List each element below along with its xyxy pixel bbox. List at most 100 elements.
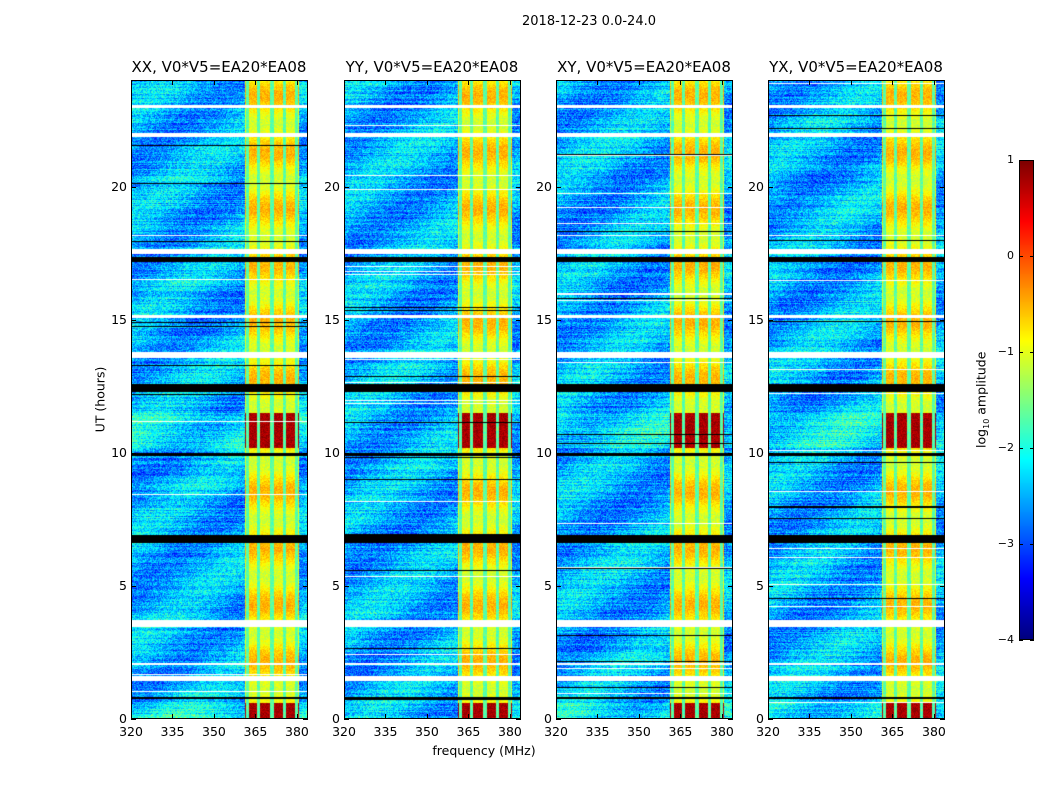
colorbar-tick-label: −1 (997, 345, 1014, 358)
y-tick-mark (516, 186, 521, 188)
y-tick-mark (728, 186, 733, 188)
x-tick-label: 350 (839, 724, 863, 739)
x-tick-mark (426, 714, 428, 719)
y-tick-mark (303, 719, 308, 720)
y-tick-mark (516, 452, 521, 454)
y-tick-mark (940, 319, 945, 321)
x-tick-mark (680, 80, 682, 85)
x-tick-mark (468, 714, 470, 719)
spectrogram-image (557, 81, 732, 718)
x-tick-mark (213, 80, 215, 85)
colorbar-label: log10 amplitude (973, 351, 991, 448)
y-tick-mark (303, 452, 308, 454)
x-tick-mark (296, 80, 298, 85)
y-tick-mark (303, 319, 308, 321)
x-tick-label: 320 (544, 724, 568, 739)
x-tick-label: 365 (456, 724, 481, 739)
panel-title: XX, V0*V5=EA20*EA08 (131, 58, 307, 76)
x-tick-mark (426, 80, 428, 85)
y-tick-mark (728, 719, 733, 720)
x-tick-mark (296, 714, 298, 719)
panel-title: XY, V0*V5=EA20*EA08 (557, 58, 731, 76)
colorbar-tick-label: 1 (1007, 153, 1014, 166)
y-tick-mark (556, 319, 561, 321)
x-tick-label: 335 (585, 724, 610, 739)
y-tick-mark (303, 186, 308, 188)
x-tick-mark (468, 80, 470, 85)
y-tick-mark (768, 319, 773, 321)
x-tick-label: 380 (710, 724, 734, 739)
y-tick-mark (556, 719, 561, 720)
x-tick-mark (131, 80, 132, 85)
x-tick-label: 365 (880, 724, 905, 739)
y-tick-mark (131, 719, 136, 720)
y-tick-mark (940, 452, 945, 454)
y-tick-mark (344, 186, 349, 188)
x-tick-mark (213, 714, 215, 719)
y-tick-label: 0 (332, 711, 340, 726)
y-tick-label: 5 (544, 577, 552, 593)
y-tick-mark (768, 719, 773, 720)
x-tick-mark (892, 80, 894, 85)
colorbar-tick-label: −2 (997, 441, 1014, 454)
x-tick-mark (344, 80, 345, 85)
x-tick-mark (597, 80, 599, 85)
x-tick-label: 350 (202, 724, 226, 739)
x-tick-mark (809, 80, 811, 85)
spectrogram-image (132, 81, 307, 718)
y-tick-label: 5 (332, 577, 340, 593)
colorbar-tick-mark (1019, 352, 1023, 353)
x-tick-label: 350 (415, 724, 439, 739)
y-tick-label: 20 (324, 178, 340, 194)
y-tick-mark (768, 186, 773, 188)
y-tick-mark (768, 452, 773, 454)
x-tick-mark (509, 80, 511, 85)
colorbar-tick-mark (1019, 544, 1023, 545)
x-axis-label: frequency (MHz) (432, 743, 536, 758)
panel-title: YY, V0*V5=EA20*EA08 (345, 58, 519, 76)
y-tick-mark (940, 719, 945, 720)
y-tick-label: 10 (324, 444, 340, 460)
y-tick-label: 20 (748, 178, 764, 194)
x-tick-label: 380 (922, 724, 946, 739)
x-tick-label: 365 (668, 724, 693, 739)
y-tick-mark (344, 719, 349, 720)
x-tick-mark (255, 714, 257, 719)
x-tick-mark (638, 714, 640, 719)
x-tick-label: 320 (756, 724, 780, 739)
x-tick-label: 350 (627, 724, 651, 739)
x-tick-mark (721, 80, 723, 85)
y-tick-mark (556, 452, 561, 454)
x-tick-label: 320 (332, 724, 356, 739)
x-tick-label: 335 (373, 724, 398, 739)
x-tick-mark (680, 714, 682, 719)
y-tick-label: 15 (536, 311, 552, 327)
y-tick-label: 15 (324, 311, 340, 327)
y-tick-mark (516, 719, 521, 720)
y-axis-label: UT (hours) (92, 366, 108, 433)
y-tick-mark (516, 319, 521, 321)
x-tick-mark (768, 80, 769, 85)
x-tick-mark (768, 714, 769, 719)
x-tick-label: 365 (243, 724, 268, 739)
x-tick-mark (933, 714, 935, 719)
y-tick-mark (303, 585, 308, 587)
y-tick-label: 10 (536, 444, 552, 460)
x-tick-mark (385, 80, 387, 85)
x-tick-mark (172, 714, 174, 719)
y-tick-mark (728, 452, 733, 454)
colorbar-tick-mark (1019, 448, 1023, 449)
spectrogram-panel (556, 80, 733, 719)
spectrogram-image (769, 81, 944, 718)
x-tick-mark (850, 80, 852, 85)
x-tick-mark (509, 714, 511, 719)
x-tick-mark (850, 714, 852, 719)
x-tick-mark (721, 714, 723, 719)
colorbar-tick-mark (1030, 352, 1034, 353)
x-tick-mark (344, 714, 345, 719)
spectrogram-image (345, 81, 520, 718)
x-tick-label: 380 (498, 724, 522, 739)
colorbar-tick-mark (1030, 640, 1034, 641)
spectrogram-panel (131, 80, 308, 719)
